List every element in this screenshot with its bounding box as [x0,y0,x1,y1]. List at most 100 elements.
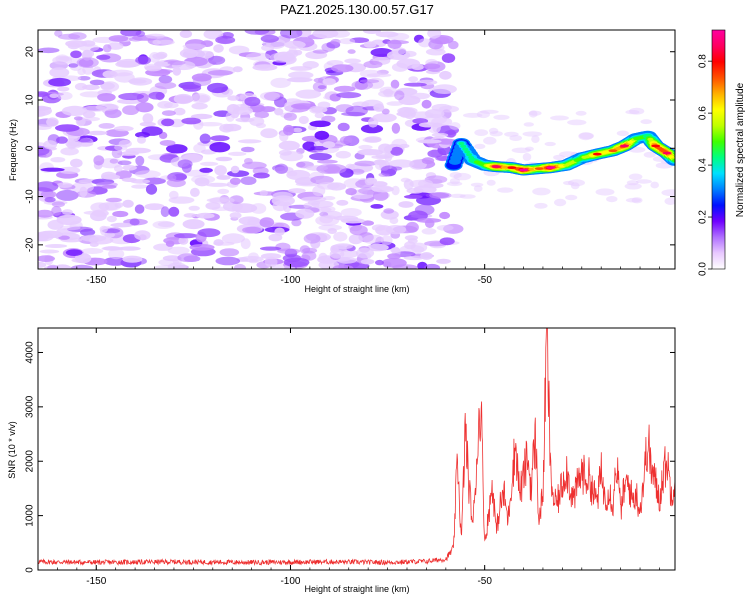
noise-blob [483,136,497,145]
noise-blob [448,40,459,50]
noise-blob [109,158,119,164]
noise-blob [635,179,652,184]
noise-blob [179,30,193,38]
noise-blob [117,98,143,105]
noise-blob [318,252,328,261]
noise-blob [48,77,71,87]
noise-blob [283,112,297,121]
noise-blob [345,188,357,196]
noise-blob [104,108,122,119]
noise-blob [493,114,510,120]
noise-blob [417,139,442,144]
noise-blob [191,175,216,184]
y-tick-label: 3000 [25,395,36,418]
noise-blob [58,235,70,240]
noise-blob [245,52,271,61]
noise-blob [474,143,486,150]
noise-blob [102,44,112,53]
noise-blob [423,63,441,70]
noise-blob [323,196,336,201]
noise-blob [145,184,158,195]
noise-blob [333,243,353,250]
noise-blob [436,258,451,264]
noise-blob [173,107,186,116]
noise-blob [274,96,287,108]
noise-blob [606,196,618,203]
noise-blob [82,50,95,58]
y-tick-label: 2000 [25,450,36,473]
noise-blob [98,123,115,129]
noise-blob [114,144,128,151]
noise-blob [179,48,199,59]
noise-blob [317,101,331,109]
noise-blob [79,186,88,198]
noise-blob [38,209,54,218]
noise-blob [595,188,615,196]
noise-blob [167,60,186,66]
noise-blob [154,81,177,90]
snr-y-axis-label: SNR (10 * v/v) [7,421,17,479]
spectrogram-x-ticks: -150 -100 -50 [57,30,660,286]
noise-blob [337,122,350,132]
noise-blob [158,75,173,84]
noise-blob [383,208,395,214]
noise-blob [157,101,173,109]
noise-blob [115,60,139,68]
noise-blob [43,140,57,150]
noise-blob [157,39,175,45]
noise-blob [135,155,145,166]
noise-blob [229,177,241,185]
colorbar-ticks: 0.0 0.2 0.4 0.6 0.8 [698,54,712,276]
noise-blob [129,218,140,226]
noise-blob [340,218,365,224]
noise-blob [56,189,79,201]
colorbar-tick-label: 0.0 [698,262,709,276]
noise-blob [166,144,188,154]
noise-blob [110,222,134,228]
noise-blob [288,71,314,79]
noise-blob [274,163,288,174]
noise-blob [431,132,449,138]
noise-blob [295,89,322,99]
signal-ridge-contour [466,153,473,157]
noise-blob [70,158,83,168]
noise-blob [122,165,137,171]
noise-blob [322,78,336,86]
noise-blob [379,86,397,95]
noise-blob [190,113,213,120]
y-tick-label: 4000 [25,341,36,364]
colorbar: 0.0 0.2 0.4 0.6 0.8 Normalized spectral ampl… [698,29,746,276]
noise-blob [205,202,221,210]
noise-blob [387,39,402,49]
noise-blob [380,165,398,175]
noise-blob [58,33,80,40]
noise-blob [385,225,407,235]
noise-blob [225,111,235,122]
signal-ridge-contour [458,141,465,146]
signal-ridge-contour [672,158,675,162]
noise-blob [219,123,234,133]
noise-blob [389,216,399,225]
noise-blob [302,61,319,69]
noise-blob [244,96,261,107]
noise-blob [108,35,129,42]
noise-blob [425,48,446,56]
signal-peak [620,144,629,148]
noise-blob [474,129,489,137]
noise-blob [312,49,329,54]
noise-blob [331,64,354,73]
noise-blob [629,107,645,115]
noise-blob [213,44,224,53]
noise-blob [249,104,266,113]
noise-blob [161,110,176,116]
noise-blob [52,55,73,65]
noise-blob [329,249,345,259]
noise-blob [260,34,279,43]
noise-blob [134,170,161,179]
noise-blob [550,115,569,121]
noise-blob [354,160,377,167]
noise-blob [227,95,240,101]
noise-blob [200,161,219,166]
noise-blob [40,190,57,199]
